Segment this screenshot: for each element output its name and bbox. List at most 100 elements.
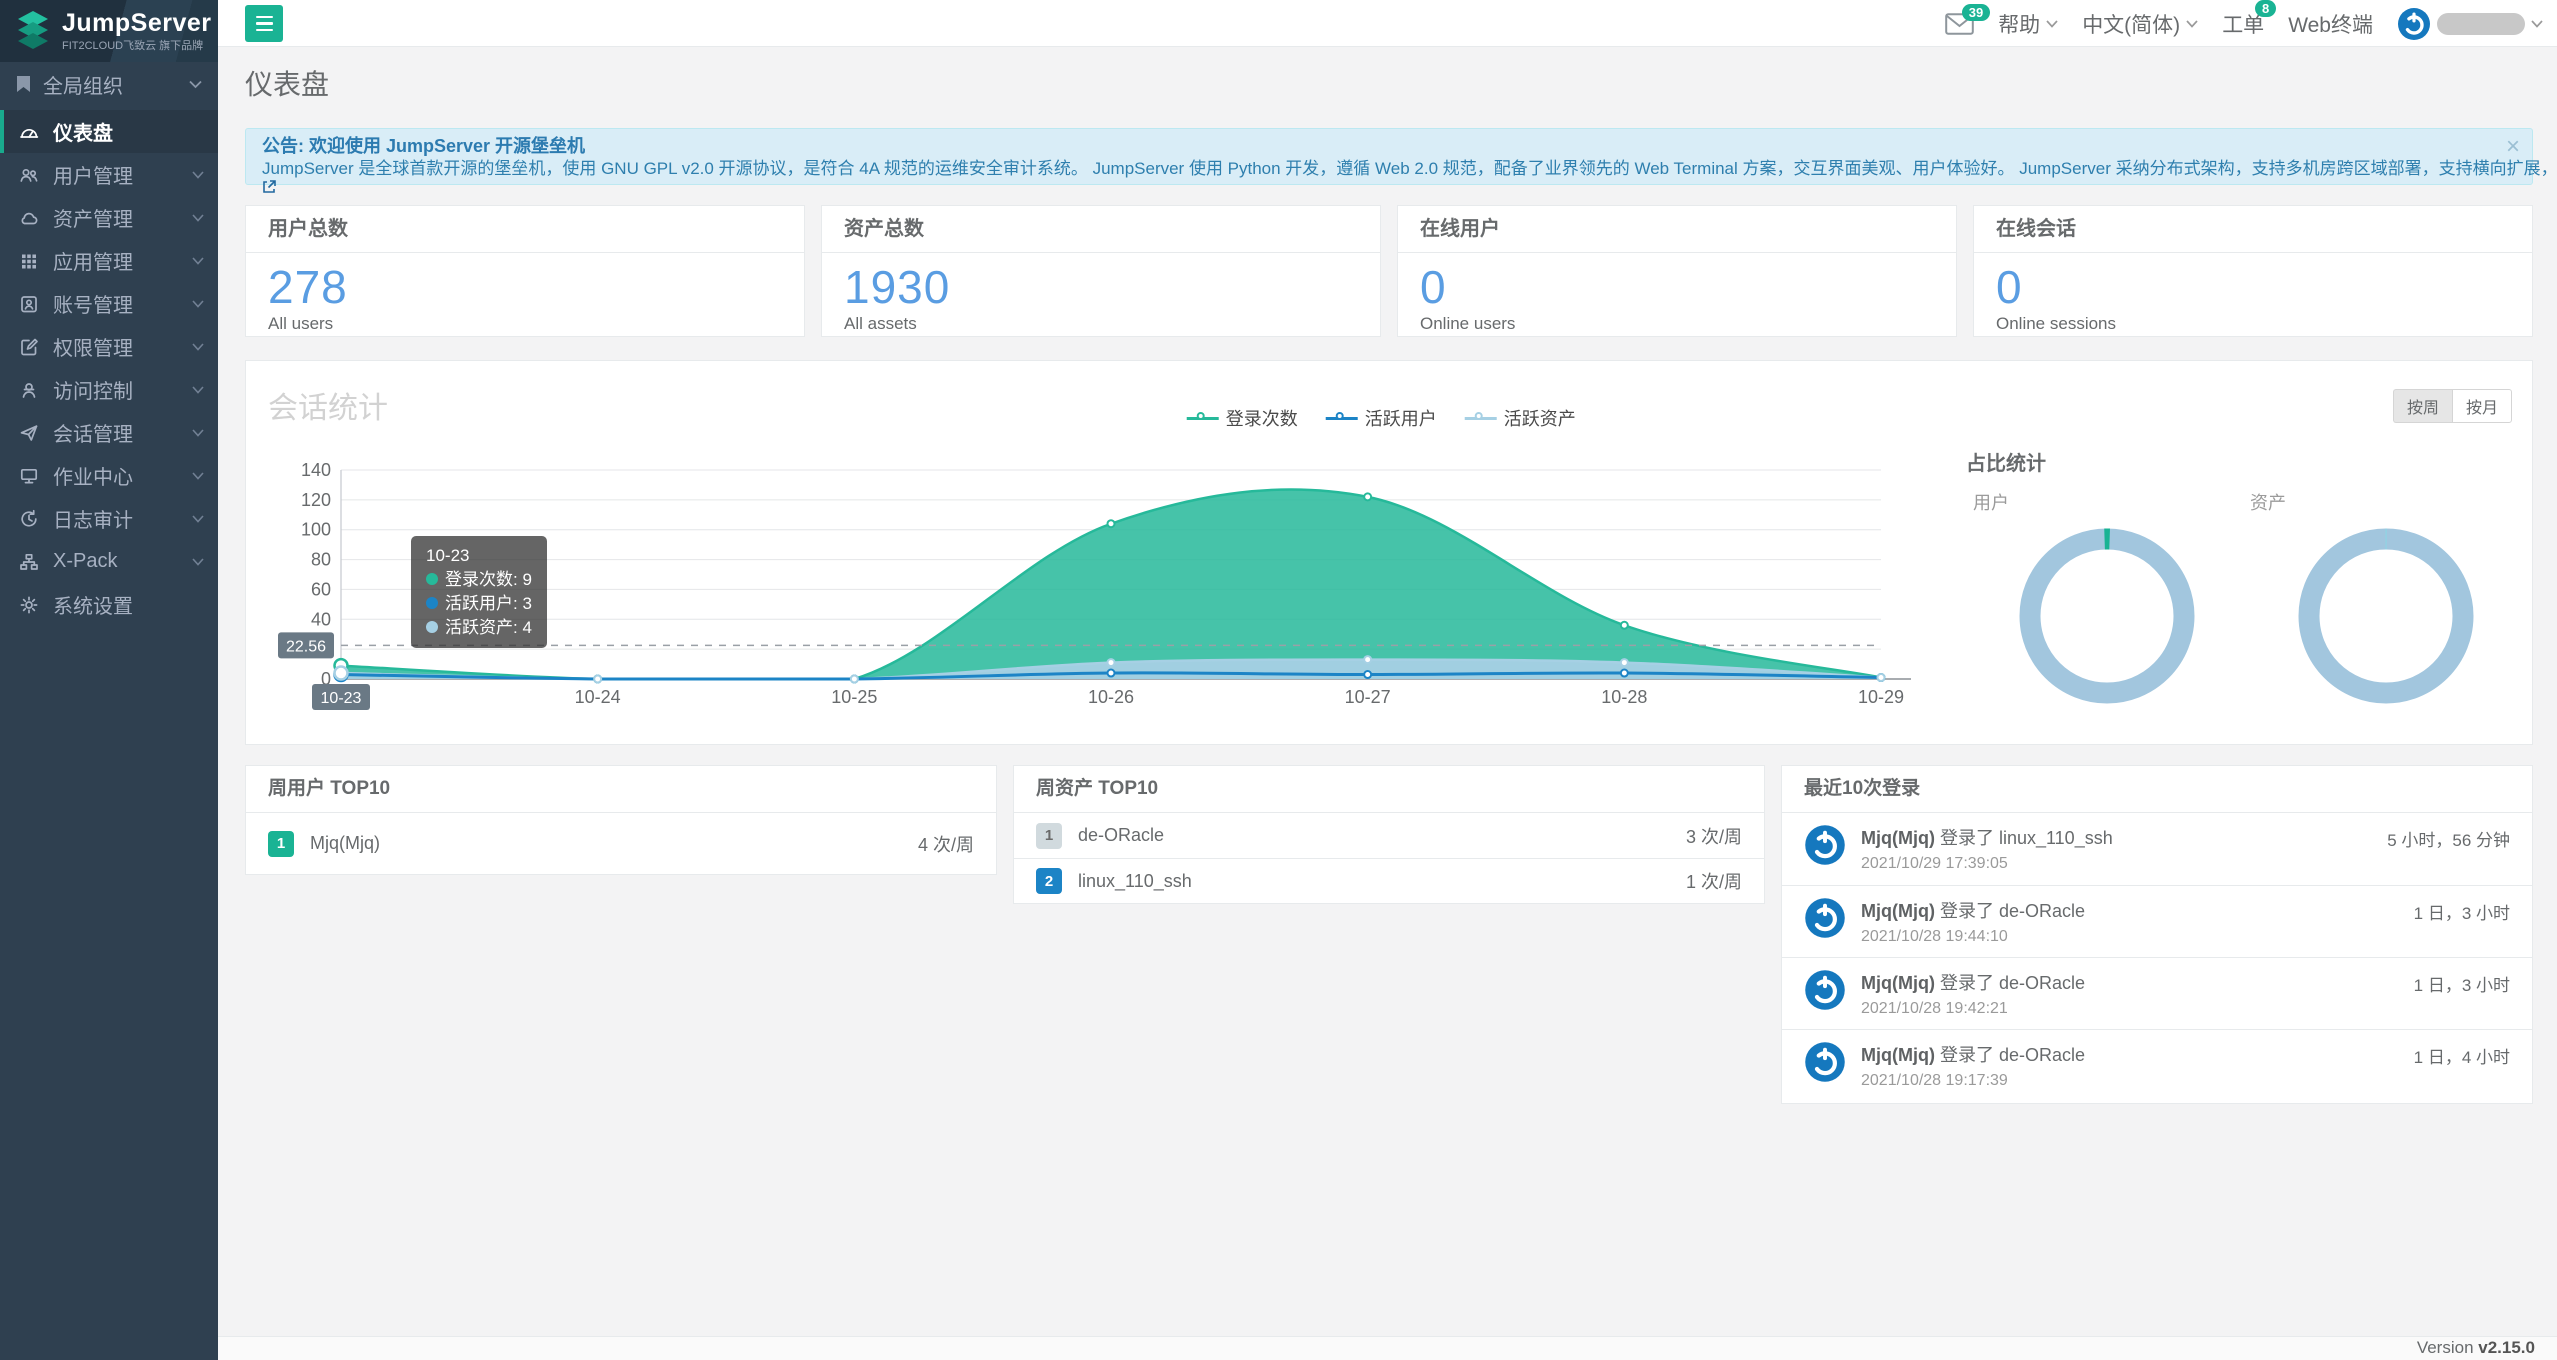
svg-text:100: 100 xyxy=(301,520,331,540)
sidebar-item-X-Pack[interactable]: X-Pack xyxy=(0,540,218,583)
stat-card-sublabel: All assets xyxy=(844,314,1358,334)
language-menu[interactable]: 中文(简体) xyxy=(2082,9,2198,39)
sidebar-item-日志审计[interactable]: 日志审计 xyxy=(0,497,218,540)
avatar xyxy=(1804,969,1846,1011)
range-button-按周[interactable]: 按周 xyxy=(2393,389,2452,423)
svg-text:10-24: 10-24 xyxy=(575,687,621,707)
language-label: 中文(简体) xyxy=(2082,9,2180,39)
list-item: 1 Mjq(Mjq) 4 次/周 xyxy=(246,813,996,874)
login-summary: Mjq(Mjq) 登录了 de-ORacle xyxy=(1861,969,2085,995)
top-users-panel: 周用户 TOP10 1 Mjq(Mjq) 4 次/周 xyxy=(245,765,997,875)
stat-card-sublabel: Online sessions xyxy=(1996,314,2510,334)
rank-badge: 1 xyxy=(1036,823,1062,849)
sidebar-item-label: 权限管理 xyxy=(53,332,133,361)
chevron-down-icon xyxy=(192,472,204,480)
announcement-banner: 公告: 欢迎使用 JumpServer 开源堡垒机 JumpServer 是全球… xyxy=(245,128,2533,185)
item-value: 3 次/周 xyxy=(1686,823,1742,849)
sidebar-toggle-button[interactable] xyxy=(245,5,283,42)
messages-button[interactable]: 39 xyxy=(1945,13,1974,35)
chevron-down-icon xyxy=(192,343,204,351)
sidebar-item-资产管理[interactable]: 资产管理 xyxy=(0,196,218,239)
org-switcher-label: 全局组织 xyxy=(43,70,123,99)
ticket-button[interactable]: 工单 8 xyxy=(2222,9,2264,39)
session-chart[interactable]: 02040608010012014010-2310-2410-2510-2610… xyxy=(276,456,1936,726)
donut-label-assets: 资产 xyxy=(2250,489,2286,515)
svg-text:10-27: 10-27 xyxy=(1345,687,1391,707)
chevron-down-icon xyxy=(192,429,204,437)
username-redacted xyxy=(2437,13,2525,35)
svg-text:10-29: 10-29 xyxy=(1858,687,1904,707)
stat-card-title: 资产总数 xyxy=(822,206,1380,253)
chevron-down-icon xyxy=(192,257,204,265)
legend-item-活跃用户[interactable]: 活跃用户 xyxy=(1326,405,1437,431)
legend-label: 活跃用户 xyxy=(1365,405,1437,431)
sidebar-item-账号管理[interactable]: 账号管理 xyxy=(0,282,218,325)
login-duration: 5 小时，56 分钟 xyxy=(2387,824,2510,851)
rank-badge: 1 xyxy=(268,831,294,857)
users-donut-chart[interactable] xyxy=(2012,521,2202,711)
sidebar-item-label: 访问控制 xyxy=(53,375,133,404)
item-name: Mjq(Mjq) xyxy=(310,833,380,854)
stat-card-all-users: 用户总数 278 All users xyxy=(245,205,805,337)
recent-logins-panel: 最近10次登录 Mjq(Mjq) 登录了 linux_110_ssh 2021/… xyxy=(1781,765,2533,1104)
sidebar-item-用户管理[interactable]: 用户管理 xyxy=(0,153,218,196)
cloud-icon xyxy=(18,208,40,228)
brand-name: JumpServer xyxy=(62,10,212,36)
web-terminal-label: Web终端 xyxy=(2288,9,2373,39)
legend-marker-icon xyxy=(1465,412,1497,424)
help-menu[interactable]: 帮助 xyxy=(1998,9,2058,39)
sidebar-item-权限管理[interactable]: 权限管理 xyxy=(0,325,218,368)
sidebar-item-应用管理[interactable]: 应用管理 xyxy=(0,239,218,282)
chart-legend: 登录次数 活跃用户 活跃资产 xyxy=(1187,405,1576,431)
sidebar: JumpServer FIT2CLOUD飞致云 旗下品牌 全局组织 仪表盘用户管… xyxy=(0,0,218,1360)
login-summary: Mjq(Mjq) 登录了 linux_110_ssh xyxy=(1861,824,2113,850)
chevron-down-icon xyxy=(2186,20,2198,28)
stat-card-sublabel: Online users xyxy=(1420,314,1934,334)
announcement-title: 公告: 欢迎使用 JumpServer 开源堡垒机 xyxy=(262,135,2488,158)
login-summary: Mjq(Mjq) 登录了 de-ORacle xyxy=(1861,897,2085,923)
login-duration: 1 日，3 小时 xyxy=(2414,969,2510,996)
top-users-title: 周用户 TOP10 xyxy=(246,766,996,813)
sidebar-item-会话管理[interactable]: 会话管理 xyxy=(0,411,218,454)
svg-text:120: 120 xyxy=(301,490,331,510)
legend-item-活跃资产[interactable]: 活跃资产 xyxy=(1465,405,1576,431)
web-terminal-button[interactable]: Web终端 xyxy=(2288,9,2373,39)
assets-donut-chart[interactable] xyxy=(2291,521,2481,711)
range-button-按月[interactable]: 按月 xyxy=(2452,389,2512,423)
stat-card-online-sessions: 在线会话 0 Online sessions xyxy=(1973,205,2533,337)
ticket-badge: 8 xyxy=(2255,0,2276,17)
sidebar-item-作业中心[interactable]: 作业中心 xyxy=(0,454,218,497)
chevron-down-icon xyxy=(192,515,204,523)
sidebar-item-访问控制[interactable]: 访问控制 xyxy=(0,368,218,411)
login-row: Mjq(Mjq) 登录了 de-ORacle 2021/10/28 19:42:… xyxy=(1782,957,2532,1029)
chevron-down-icon xyxy=(192,300,204,308)
sidebar-item-系统设置[interactable]: 系统设置 xyxy=(0,583,218,626)
login-row: Mjq(Mjq) 登录了 de-ORacle 2021/10/28 19:44:… xyxy=(1782,885,2532,957)
svg-text:140: 140 xyxy=(301,460,331,480)
list-item: 1 de-ORacle 3 次/周 xyxy=(1014,813,1764,858)
item-name: linux_110_ssh xyxy=(1078,871,1192,892)
gear-icon xyxy=(18,595,40,615)
login-row: Mjq(Mjq) 登录了 linux_110_ssh 2021/10/29 17… xyxy=(1782,813,2532,885)
stat-card-all-assets: 资产总数 1930 All assets xyxy=(821,205,1381,337)
login-duration: 1 日，4 小时 xyxy=(2414,1041,2510,1068)
item-name: de-ORacle xyxy=(1078,825,1164,846)
legend-item-登录次数[interactable]: 登录次数 xyxy=(1187,405,1298,431)
login-time: 2021/10/28 19:44:10 xyxy=(1861,928,2085,946)
sidebar-item-label: 资产管理 xyxy=(53,203,133,232)
sidebar-menu: 仪表盘用户管理资产管理应用管理账号管理权限管理访问控制会话管理作业中心日志审计X… xyxy=(0,110,218,626)
help-label: 帮助 xyxy=(1998,9,2040,39)
sidebar-item-仪表盘[interactable]: 仪表盘 xyxy=(0,110,218,153)
close-icon[interactable]: × xyxy=(2506,133,2520,161)
svg-text:60: 60 xyxy=(311,579,331,599)
brand-logo: JumpServer FIT2CLOUD飞致云 旗下品牌 xyxy=(0,0,218,62)
login-row: Mjq(Mjq) 登录了 de-ORacle 2021/10/28 19:17:… xyxy=(1782,1029,2532,1101)
sidebar-item-label: 会话管理 xyxy=(53,418,133,447)
footer: Version v2.15.0 xyxy=(218,1336,2557,1360)
org-switcher[interactable]: 全局组织 xyxy=(0,62,218,106)
stat-card-sublabel: All users xyxy=(268,314,782,334)
apps-icon xyxy=(18,251,40,271)
messages-badge: 39 xyxy=(1962,4,1990,21)
user-menu[interactable] xyxy=(2397,7,2543,41)
stat-card-value: 0 xyxy=(1420,261,1934,313)
